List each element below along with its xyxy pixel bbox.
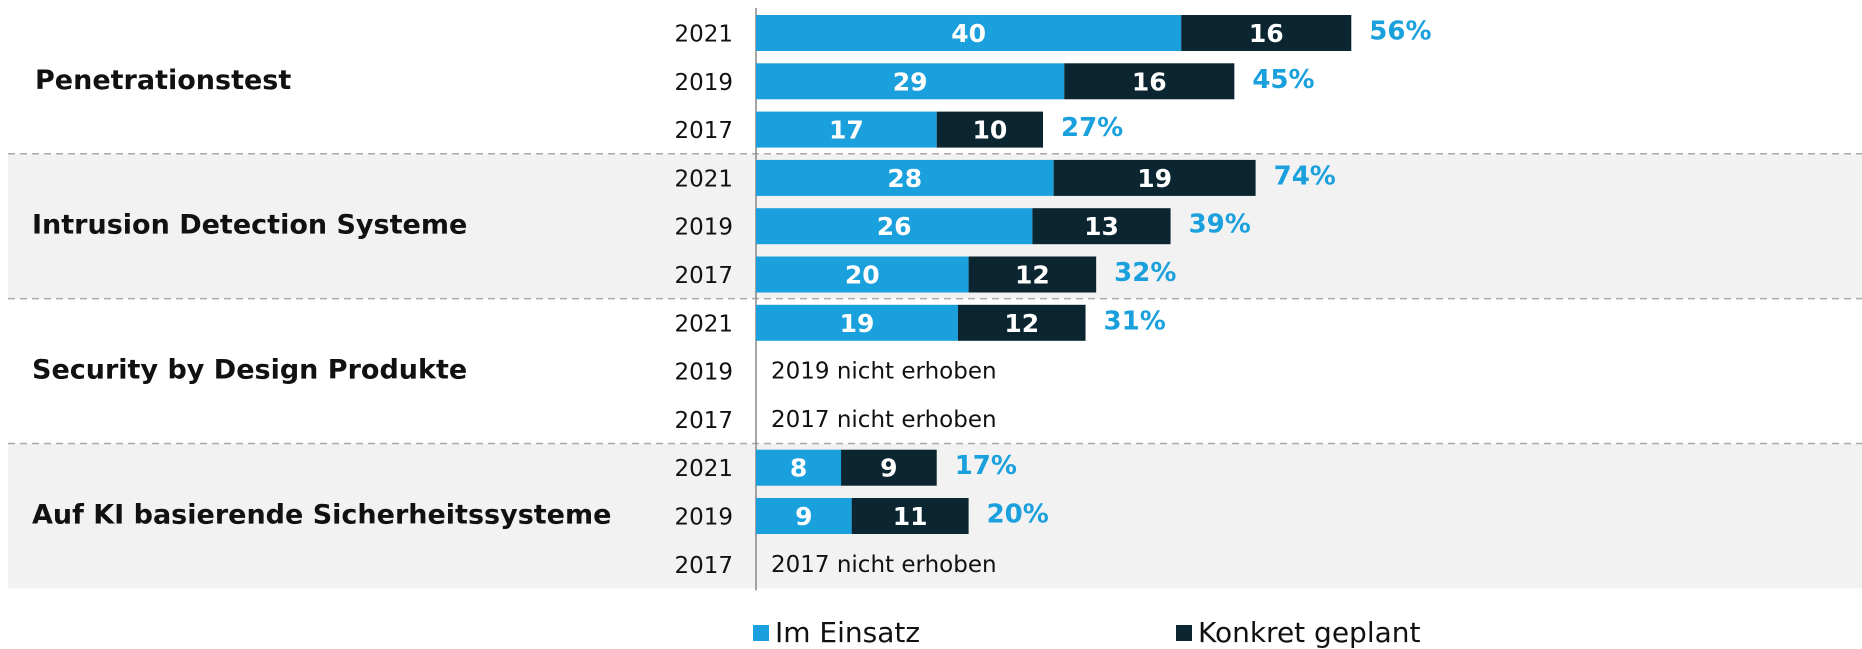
year-label: 2021: [674, 456, 733, 482]
bar-segment: [756, 15, 1182, 51]
note: 2019 nicht erhoben: [771, 359, 997, 385]
bar-value-label: 16: [1249, 19, 1284, 48]
total-label: 31%: [1104, 306, 1166, 336]
legend-swatch: [1176, 625, 1192, 641]
bar-segment: [1053, 159, 1256, 196]
year-label: 2021: [674, 311, 733, 337]
bar-value-label: 12: [1004, 309, 1039, 338]
total-label: 56%: [1369, 17, 1431, 47]
bar-value-label: 16: [1132, 67, 1167, 96]
bar-segment: [756, 208, 1033, 245]
group-label: Penetrationstest: [35, 65, 291, 96]
bar-segment: [756, 304, 958, 341]
year-label: 2017: [674, 408, 733, 434]
note: 2017 nicht erhoben: [771, 407, 997, 433]
bar-value-label: 17: [829, 116, 864, 145]
bar-segment: [968, 256, 1097, 293]
total-label: 32%: [1114, 258, 1176, 288]
bar-segment: [841, 449, 937, 486]
year-label: 2017: [674, 553, 733, 579]
bar-segment: [756, 63, 1065, 100]
bar-value-label: 26: [877, 212, 912, 241]
bar-value-label: 8: [790, 454, 807, 483]
note: 2017 nicht erhoben: [771, 552, 997, 578]
bar-value-label: 19: [1137, 164, 1172, 193]
total-label: 20%: [987, 500, 1049, 530]
bar-segment: [1032, 208, 1171, 245]
bar-segment: [756, 498, 852, 534]
bar-segment: [851, 498, 969, 534]
year-label: 2021: [674, 166, 733, 192]
bar-value-label: 10: [972, 116, 1007, 145]
group-label: Auf KI basierende Sicherheitssysteme: [32, 500, 611, 531]
total-label: 39%: [1189, 210, 1251, 240]
bar-value-label: 12: [1015, 261, 1050, 290]
group-label: Security by Design Produkte: [32, 355, 467, 386]
bar-segment: [756, 449, 842, 486]
year-label: 2019: [674, 360, 733, 386]
legend-label: Im Einsatz: [775, 616, 920, 649]
bar-segment: [957, 304, 1086, 341]
legend-swatch: [753, 625, 769, 641]
bar-value-label: 19: [840, 309, 875, 338]
year-label: 2019: [674, 215, 733, 241]
total-label: 45%: [1252, 65, 1314, 95]
bar-value-label: 11: [893, 502, 928, 531]
bar-segment: [1064, 63, 1235, 100]
year-label: 2019: [674, 70, 733, 96]
total-label: 74%: [1274, 161, 1336, 191]
total-label: 17%: [955, 451, 1017, 481]
year-label: 2019: [674, 505, 733, 531]
bar-segment: [1181, 15, 1352, 51]
bar-value-label: 20: [845, 261, 880, 290]
bar-value-label: 9: [795, 502, 812, 531]
bar-value-label: 9: [880, 454, 897, 483]
bar-value-label: 28: [887, 164, 922, 193]
year-label: 2021: [674, 22, 733, 48]
total-label: 27%: [1061, 113, 1123, 143]
bar-value-label: 13: [1084, 212, 1119, 241]
bar-segment: [756, 256, 969, 293]
year-label: 2017: [674, 263, 733, 289]
bar-segment: [756, 159, 1054, 196]
bar-value-label: 29: [893, 67, 928, 96]
legend-label: Konkret geplant: [1198, 616, 1421, 649]
bar-segment: [936, 111, 1044, 148]
bar-value-label: 40: [951, 19, 986, 48]
group-label: Intrusion Detection Systeme: [32, 210, 467, 241]
year-label: 2017: [674, 118, 733, 144]
bar-segment: [756, 111, 937, 148]
